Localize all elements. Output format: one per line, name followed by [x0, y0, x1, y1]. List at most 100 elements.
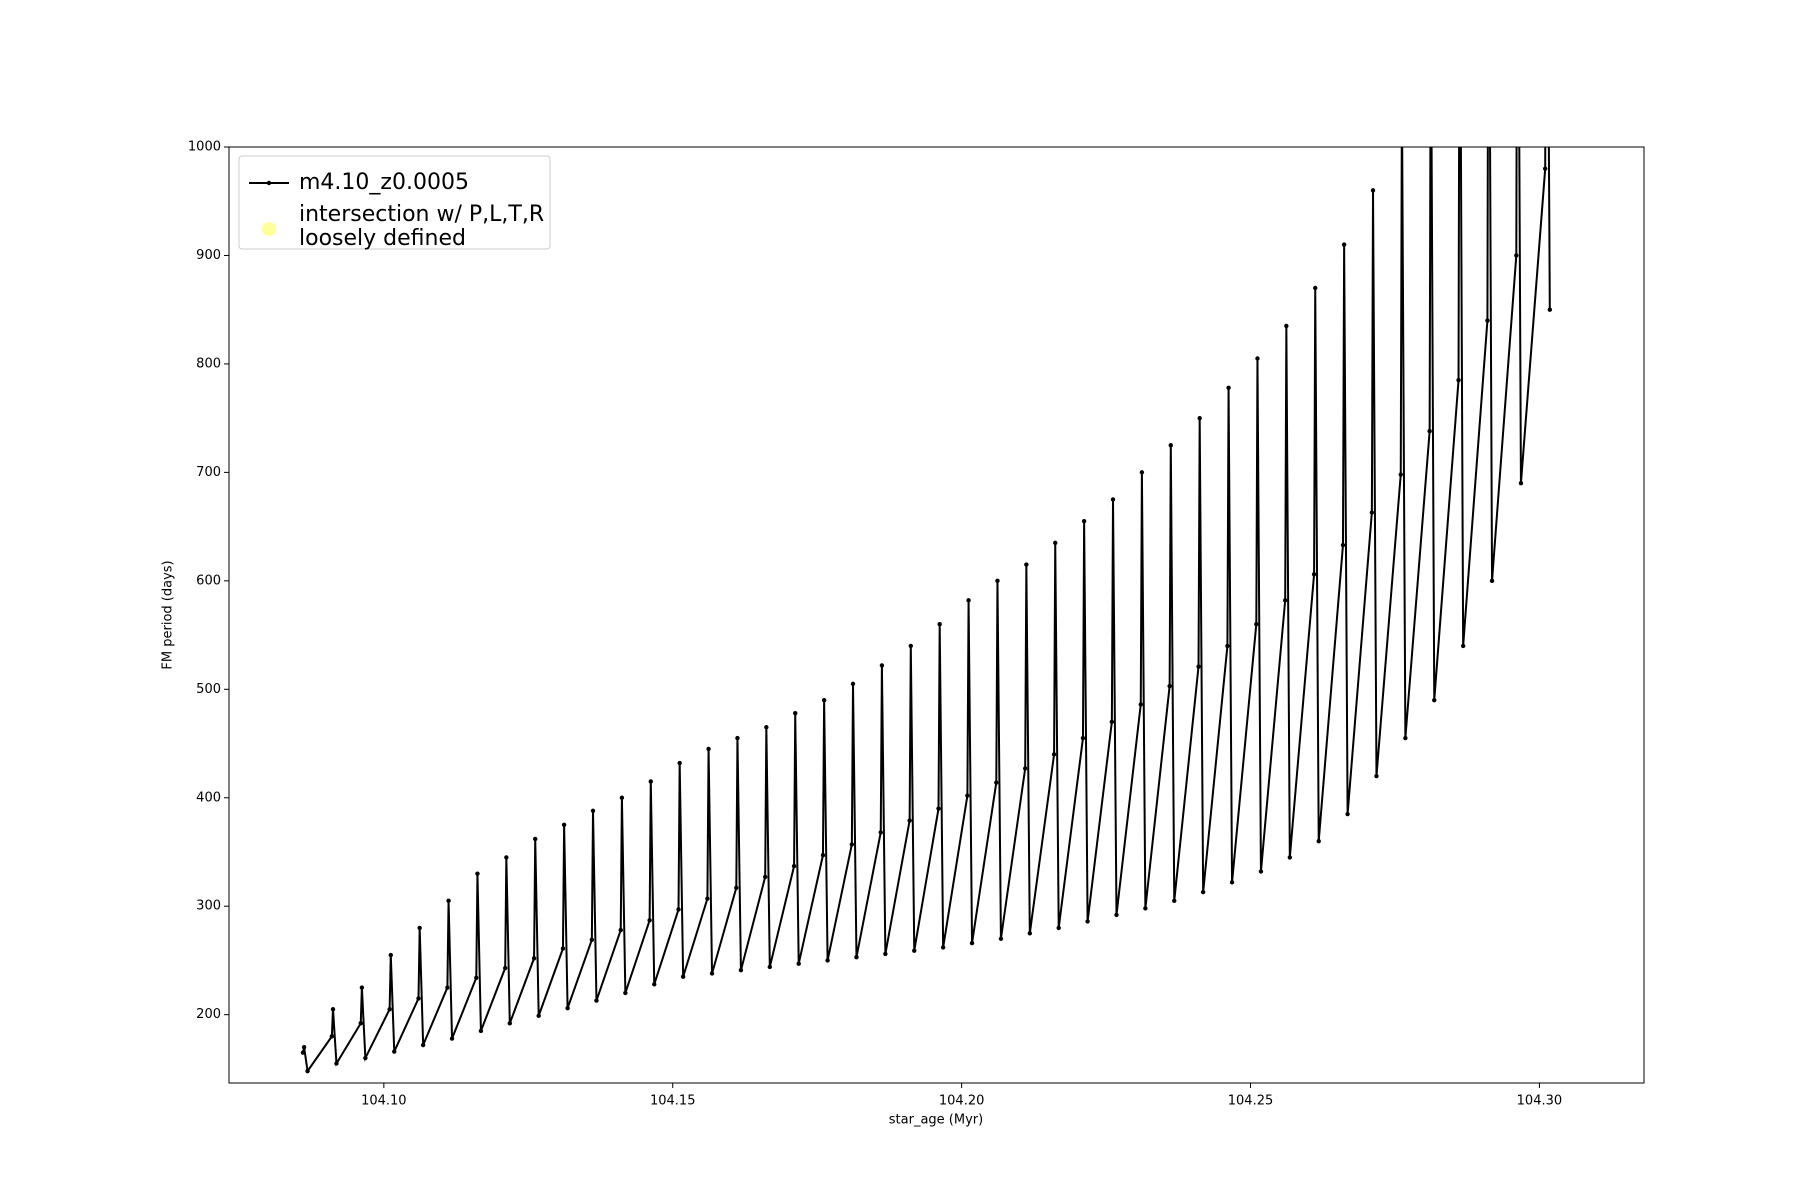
point: [388, 952, 393, 958]
point: [767, 964, 773, 970]
point: [1081, 518, 1087, 524]
point: [446, 898, 451, 903]
point: [734, 885, 739, 890]
point: [680, 974, 686, 979]
point: [334, 1061, 339, 1066]
point: [565, 1005, 570, 1011]
point: [1374, 773, 1379, 779]
point: [1200, 889, 1206, 895]
point: [796, 961, 801, 966]
point: [1340, 542, 1346, 548]
point: [998, 936, 1004, 941]
point: [387, 1007, 392, 1012]
point: [908, 643, 913, 649]
point: [764, 725, 769, 730]
point: [966, 598, 971, 603]
point: [1254, 622, 1259, 627]
point: [594, 998, 599, 1003]
point: [420, 1042, 426, 1048]
point: [879, 663, 885, 668]
point: [1341, 242, 1347, 247]
point: [735, 735, 740, 741]
point: [1051, 752, 1057, 757]
y-tick-label: 300: [196, 899, 221, 914]
point: [474, 975, 479, 980]
plot-area: [300, 147, 1553, 1074]
x-tick-label: 104.30: [1517, 1094, 1563, 1109]
point: [363, 1055, 368, 1061]
point: [475, 871, 480, 876]
point: [1196, 664, 1201, 669]
point: [507, 1021, 513, 1026]
point: [1542, 166, 1548, 171]
point: [618, 927, 623, 933]
point: [821, 697, 827, 703]
point: [1489, 578, 1495, 584]
point: [1225, 643, 1230, 649]
point: [502, 965, 508, 971]
point: [1287, 855, 1293, 860]
point: [1460, 643, 1466, 649]
point: [1139, 470, 1145, 475]
point: [416, 996, 421, 1001]
point: [359, 985, 365, 990]
point: [330, 1007, 336, 1012]
point: [1514, 253, 1519, 258]
point: [849, 842, 855, 847]
x-tick-label: 104.25: [1228, 1094, 1274, 1109]
point: [561, 822, 567, 828]
point: [652, 982, 657, 987]
point: [854, 954, 859, 960]
point: [329, 1034, 335, 1039]
legend-label: intersection w/ P,L,T,R loosely defined: [299, 202, 544, 251]
y-tick-label: 700: [196, 465, 221, 480]
point: [417, 925, 422, 931]
series-line: [301, 147, 1551, 1074]
point: [504, 855, 509, 860]
point: [825, 958, 830, 963]
point: [907, 818, 912, 823]
point: [647, 918, 652, 923]
point: [301, 1045, 307, 1050]
axes-frame: [228, 146, 1645, 1084]
point: [676, 907, 681, 912]
y-tick-label: 200: [196, 1007, 221, 1022]
point: [1255, 356, 1260, 361]
y-tick-label: 900: [196, 248, 221, 263]
point: [965, 793, 970, 798]
point: [623, 990, 628, 996]
point: [1024, 562, 1029, 567]
point: [1027, 931, 1033, 936]
point: [1258, 869, 1264, 874]
point: [478, 1028, 484, 1034]
point: [1485, 318, 1490, 323]
point: [1370, 188, 1376, 193]
point: [1456, 377, 1461, 383]
point: [1282, 598, 1288, 603]
point: [1316, 838, 1321, 844]
point: [1345, 811, 1350, 817]
point: [820, 853, 826, 858]
y-axis-label: FM period (days): [161, 560, 176, 669]
point: [531, 956, 537, 961]
point: [560, 946, 566, 951]
point: [590, 808, 596, 813]
y-tick-label: 600: [196, 573, 221, 588]
point: [300, 1050, 306, 1055]
point: [1284, 323, 1289, 329]
point: [912, 948, 917, 953]
point: [1143, 906, 1148, 911]
point: [1114, 912, 1119, 918]
y-tick-label: 800: [196, 356, 221, 371]
point: [850, 681, 856, 687]
point: [392, 1049, 397, 1054]
point: [449, 1036, 455, 1041]
point: [1427, 428, 1432, 434]
point: [995, 578, 1000, 584]
point: [1432, 697, 1437, 703]
x-tick-label: 104.20: [939, 1094, 985, 1109]
point: [305, 1068, 310, 1074]
y-tick-label: 1000: [188, 140, 221, 155]
point: [677, 760, 682, 766]
